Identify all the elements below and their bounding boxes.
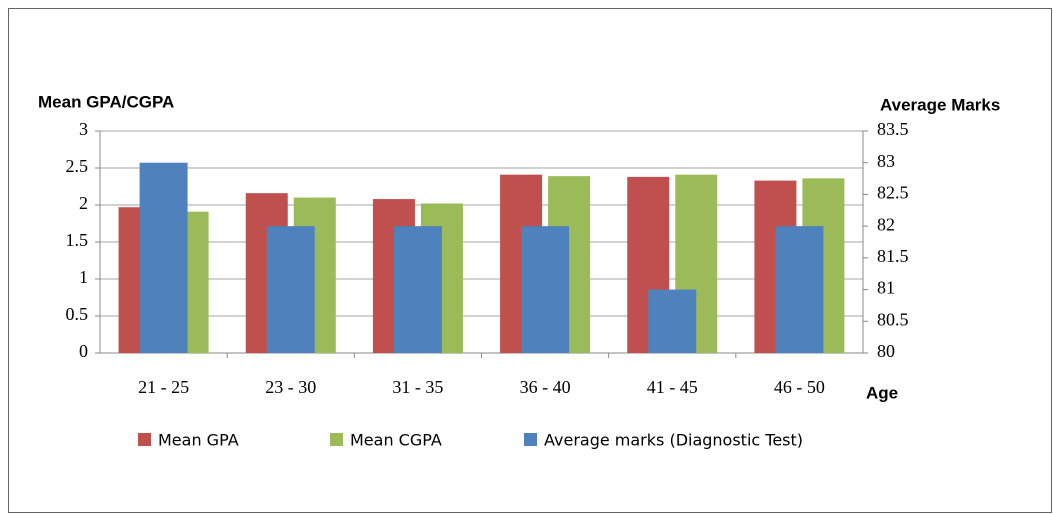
y-tick-label: 2.5 [66,156,89,176]
y2-tick-label: 81.5 [877,246,909,266]
y2-tick-label: 82 [877,214,895,234]
legend-label: Average marks (Diagnostic Test) [544,431,803,450]
y-tick-label: 0 [79,341,88,361]
y2-tick-label: 81 [877,278,895,298]
y-tick-label: 2 [79,193,88,213]
bar [139,162,188,353]
y2-axis-title: Average Marks [880,95,1000,114]
x-tick-label: 46 - 50 [774,377,825,397]
legend-swatch [524,433,537,446]
x-tick-label: 36 - 40 [520,377,571,397]
legend-label: Mean GPA [158,431,239,450]
bar [521,226,570,353]
x-tick-label: 23 - 30 [265,377,316,397]
bar [775,226,824,353]
legend-swatch [330,433,343,446]
y2-tick-label: 83 [877,151,895,171]
bar [648,289,697,353]
y-tick-label: 3 [79,119,88,139]
y2-tick-label: 82.5 [877,183,909,203]
x-axis-title: Age [866,383,898,402]
y2-tick-label: 80.5 [877,309,909,329]
x-tick-label: 31 - 35 [392,377,443,397]
y-tick-label: 1 [79,267,88,287]
y-tick-label: 1.5 [66,230,89,250]
bar [393,226,442,353]
legend-label: Mean CGPA [350,431,442,450]
x-tick-label: 41 - 45 [647,377,698,397]
y-tick-label: 0.5 [66,304,89,324]
legend-swatch [138,433,151,446]
y-axis-title: Mean GPA/CGPA [38,92,174,111]
bar [266,226,315,353]
y2-tick-label: 80 [877,341,895,361]
y2-tick-label: 83.5 [877,119,909,139]
x-tick-label: 21 - 25 [138,377,189,397]
